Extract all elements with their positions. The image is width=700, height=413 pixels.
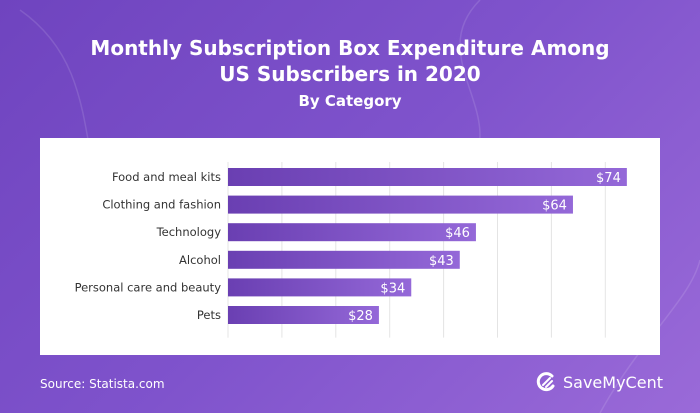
bar bbox=[228, 195, 573, 214]
data-label: $64 bbox=[542, 199, 567, 214]
data-label: $34 bbox=[380, 281, 405, 296]
bar bbox=[228, 278, 412, 297]
brand-name: SaveMyCent bbox=[563, 372, 663, 392]
data-label: $46 bbox=[445, 226, 470, 241]
category-label: Clothing and fashion bbox=[102, 198, 221, 212]
bar bbox=[228, 250, 460, 269]
bar bbox=[228, 306, 379, 324]
category-label: Pets bbox=[197, 308, 221, 322]
chart-title-line2: US Subscribers in 2020 bbox=[219, 62, 481, 86]
category-label: Personal care and beauty bbox=[75, 280, 222, 294]
brand-logo: SaveMyCent bbox=[535, 371, 663, 393]
bar bbox=[228, 223, 476, 242]
data-label: $74 bbox=[596, 171, 621, 186]
data-label: $28 bbox=[348, 309, 373, 324]
chart-title-line1: Monthly Subscription Box Expenditure Amo… bbox=[90, 36, 610, 60]
source-text: Source: Statista.com bbox=[40, 377, 165, 391]
category-label: Food and meal kits bbox=[112, 170, 221, 184]
chart-panel: Food and meal kits $74 Clothing and fashio… bbox=[40, 138, 660, 355]
data-label: $43 bbox=[429, 254, 454, 269]
category-label: Technology bbox=[156, 225, 222, 239]
category-label: Alcohol bbox=[179, 253, 221, 267]
bar bbox=[228, 168, 627, 186]
savemycent-logo-icon bbox=[536, 372, 555, 392]
chart-subtitle: By Category bbox=[298, 92, 402, 110]
bar-chart: Food and meal kits $74 Clothing and fashio… bbox=[75, 162, 627, 338]
